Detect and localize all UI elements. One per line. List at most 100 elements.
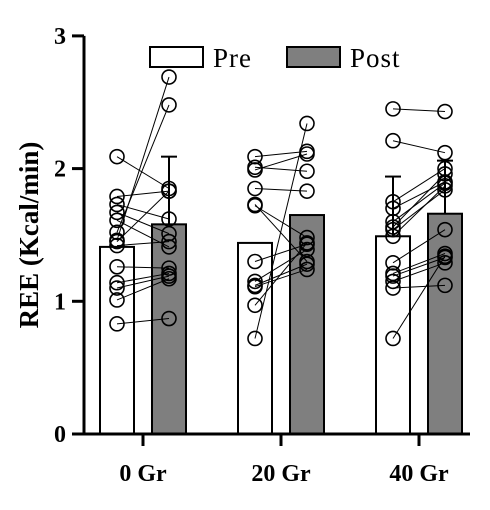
pair-line-1-6 bbox=[254, 243, 308, 262]
point-post-1-9 bbox=[299, 261, 315, 278]
pair-line-2-10 bbox=[392, 257, 446, 277]
pair-line-0-8 bbox=[116, 241, 170, 247]
point-post-1-11 bbox=[299, 115, 315, 132]
point-post-2-0 bbox=[437, 103, 453, 120]
pair-line-0-9 bbox=[116, 266, 170, 269]
bar-group-1 bbox=[237, 115, 325, 435]
pair-line-2-3 bbox=[392, 181, 446, 209]
point-post-2-8 bbox=[437, 221, 453, 238]
point-pre-0-13 bbox=[109, 316, 125, 332]
pair-line-2-12 bbox=[392, 284, 446, 289]
pair-line-0-10 bbox=[116, 272, 170, 284]
y-tick-label-3: 3 bbox=[54, 24, 66, 50]
pair-line-1-7 bbox=[254, 249, 308, 282]
point-pre-2-2 bbox=[385, 193, 401, 210]
x-tick-label-2: 40 Gr bbox=[389, 461, 449, 487]
point-pre-1-10 bbox=[247, 297, 263, 314]
point-pre-0-1 bbox=[109, 188, 125, 205]
legend-swatch-post bbox=[286, 46, 341, 68]
point-pre-1-7 bbox=[247, 273, 263, 290]
point-pre-1-3 bbox=[247, 180, 263, 197]
point-pre-0-3 bbox=[109, 204, 125, 221]
point-post-2-7 bbox=[437, 178, 453, 194]
legend: Pre Post bbox=[149, 43, 401, 73]
point-pre-1-6 bbox=[247, 253, 263, 270]
point-post-2-12 bbox=[437, 277, 453, 294]
point-post-0-4 bbox=[161, 239, 177, 255]
point-pre-1-9 bbox=[247, 278, 263, 295]
pair-line-0-12 bbox=[116, 278, 170, 301]
y-tick-label-1: 1 bbox=[54, 289, 66, 315]
pair-line-2-13 bbox=[392, 255, 446, 339]
point-pre-2-6 bbox=[385, 221, 401, 238]
point-post-1-1 bbox=[299, 163, 315, 180]
pair-line-1-4 bbox=[254, 205, 308, 239]
point-post-0-13 bbox=[161, 310, 177, 327]
y-axis-title: REE (Kcal/min) bbox=[14, 142, 44, 329]
point-post-1-4 bbox=[299, 229, 315, 246]
point-pre-2-11 bbox=[385, 273, 401, 290]
pair-line-2-9 bbox=[392, 253, 446, 274]
bar-pre-0 bbox=[99, 245, 135, 435]
x-tick-label-1: 20 Gr bbox=[251, 461, 311, 487]
pair-line-2-6 bbox=[392, 189, 446, 231]
pair-line-0-6 bbox=[116, 76, 170, 241]
pair-line-1-9 bbox=[254, 268, 308, 288]
pair-line-1-1 bbox=[254, 166, 308, 172]
point-pre-2-0 bbox=[385, 101, 401, 117]
pair-line-2-1 bbox=[392, 140, 446, 154]
point-pre-0-11 bbox=[109, 280, 125, 296]
point-post-1-10 bbox=[299, 235, 315, 251]
legend-swatch-pre bbox=[149, 46, 204, 68]
point-post-2-13 bbox=[437, 248, 453, 264]
point-post-0-12 bbox=[161, 270, 177, 287]
pair-line-2-7 bbox=[392, 185, 446, 237]
pair-line-0-5 bbox=[116, 104, 170, 233]
point-pre-2-13 bbox=[385, 330, 401, 347]
point-post-2-11 bbox=[437, 255, 453, 271]
pair-line-0-7 bbox=[116, 190, 170, 242]
point-pre-0-10 bbox=[109, 274, 125, 291]
point-pre-1-2 bbox=[247, 162, 263, 178]
point-post-0-5 bbox=[161, 97, 177, 113]
point-post-2-1 bbox=[437, 144, 453, 161]
y-tick-label-0: 0 bbox=[54, 422, 66, 448]
pair-line-2-8 bbox=[392, 229, 446, 264]
point-pre-0-9 bbox=[109, 258, 125, 275]
x-tick-label-0: 0 Gr bbox=[119, 461, 167, 487]
point-pre-1-11 bbox=[247, 330, 263, 347]
bar-group-0 bbox=[99, 69, 187, 435]
point-pre-0-8 bbox=[109, 237, 125, 254]
point-pre-2-12 bbox=[385, 280, 401, 296]
point-pre-0-2 bbox=[109, 196, 125, 213]
pair-line-2-0 bbox=[392, 108, 446, 113]
point-post-1-2 bbox=[299, 146, 315, 162]
pair-line-2-11 bbox=[392, 262, 446, 282]
point-pre-0-0 bbox=[109, 148, 125, 165]
point-post-2-6 bbox=[437, 182, 453, 198]
pair-line-2-2 bbox=[392, 168, 446, 203]
point-post-1-8 bbox=[299, 256, 315, 272]
pair-line-0-1 bbox=[116, 190, 170, 197]
point-post-0-7 bbox=[161, 183, 177, 199]
pair-line-2-5 bbox=[392, 173, 446, 228]
pair-line-1-2 bbox=[254, 153, 308, 171]
pair-line-1-11 bbox=[254, 123, 308, 339]
pair-line-1-10 bbox=[254, 242, 308, 306]
legend-label-pre: Pre bbox=[213, 43, 252, 73]
point-post-0-6 bbox=[161, 69, 177, 85]
pair-line-0-2 bbox=[116, 203, 170, 220]
point-post-0-9 bbox=[161, 260, 177, 276]
point-post-1-3 bbox=[299, 183, 315, 199]
pair-line-0-13 bbox=[116, 318, 170, 325]
axes: 0 Gr 20 Gr 40 Gr 0 1 2 3 bbox=[54, 24, 470, 487]
y-tick-label-2: 2 bbox=[54, 157, 66, 183]
legend-label-post: Post bbox=[350, 43, 401, 73]
point-pre-0-12 bbox=[109, 292, 125, 308]
point-post-0-8 bbox=[161, 233, 177, 250]
point-post-2-5 bbox=[437, 166, 453, 182]
bar-post-0 bbox=[151, 223, 187, 435]
pair-line-1-0 bbox=[254, 150, 308, 158]
